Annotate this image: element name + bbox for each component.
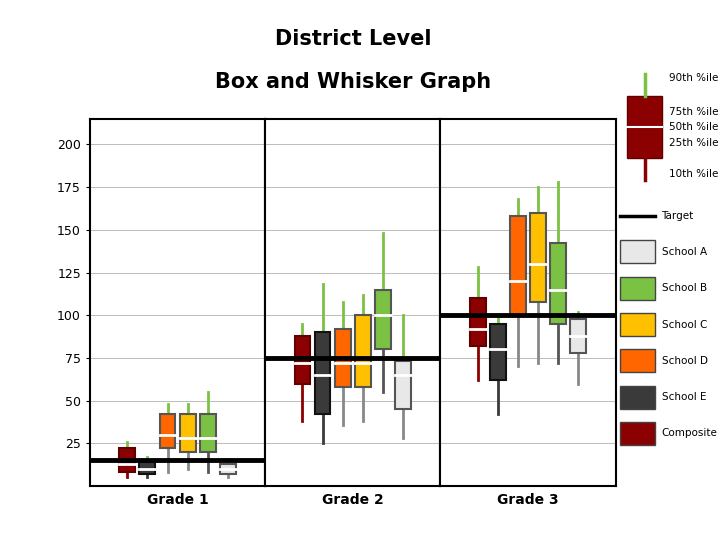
Text: Composite: Composite <box>662 428 717 438</box>
Bar <box>620 240 654 264</box>
Bar <box>620 276 654 300</box>
Bar <box>620 349 654 373</box>
Text: 90th %ile: 90th %ile <box>670 73 719 83</box>
Bar <box>375 289 391 349</box>
Bar <box>140 462 156 474</box>
Text: District Level: District Level <box>274 29 431 49</box>
Text: School A: School A <box>662 247 706 257</box>
Text: 25th %ile: 25th %ile <box>670 138 719 147</box>
Bar <box>490 324 505 380</box>
Bar <box>570 319 586 353</box>
Bar <box>628 127 662 158</box>
Bar <box>530 213 546 301</box>
Bar <box>180 414 196 452</box>
Text: School D: School D <box>662 356 708 366</box>
Text: School B: School B <box>662 284 706 293</box>
Bar <box>550 244 566 324</box>
Bar <box>315 332 330 414</box>
Text: Box and Whisker Graph: Box and Whisker Graph <box>215 72 491 92</box>
Bar <box>510 216 526 315</box>
Bar <box>620 422 654 445</box>
Bar <box>395 361 411 409</box>
Bar <box>160 414 176 448</box>
Bar <box>620 386 654 409</box>
Bar <box>200 414 216 452</box>
Bar <box>628 96 662 127</box>
Text: 75th %ile: 75th %ile <box>670 106 719 117</box>
Bar <box>335 329 351 387</box>
Bar <box>469 298 485 346</box>
Bar <box>294 336 310 383</box>
Text: School E: School E <box>662 392 706 402</box>
Bar <box>355 315 371 387</box>
Text: 10th %ile: 10th %ile <box>670 168 719 179</box>
Text: School C: School C <box>662 320 707 329</box>
Bar <box>120 448 135 472</box>
Text: 50th %ile: 50th %ile <box>670 122 719 132</box>
Text: Target: Target <box>662 211 694 221</box>
Bar <box>620 313 654 336</box>
Bar <box>220 464 236 474</box>
